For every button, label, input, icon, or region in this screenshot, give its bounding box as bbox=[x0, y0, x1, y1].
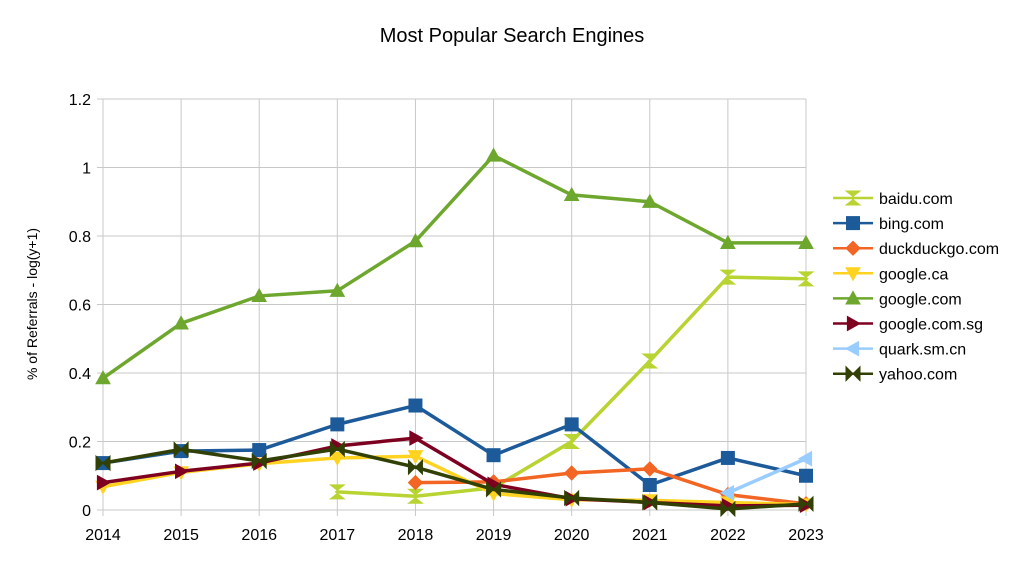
legend-label: google.com.sg bbox=[879, 317, 983, 334]
marker-diamond bbox=[563, 465, 580, 481]
marker-triangle-down bbox=[845, 267, 861, 282]
marker-triangle-down bbox=[407, 450, 424, 465]
marker-triangle-right bbox=[96, 474, 112, 491]
marker-triangle-up bbox=[563, 186, 580, 201]
marker-square bbox=[486, 448, 501, 463]
legend-label: quark.sm.cn bbox=[879, 342, 966, 359]
marker-triangle-up bbox=[329, 282, 346, 297]
legend-label: yahoo.com bbox=[879, 367, 957, 384]
legend-item: google.ca bbox=[833, 266, 948, 283]
y-tick-label: 0.2 bbox=[69, 435, 91, 452]
marker-diamond bbox=[407, 474, 424, 491]
marker-diamond bbox=[845, 240, 861, 256]
marker-hourglass bbox=[719, 269, 737, 285]
marker-hourglass bbox=[328, 484, 346, 500]
marker-hourglass bbox=[563, 434, 581, 449]
marker-bowtie bbox=[798, 495, 814, 513]
marker-triangle-up bbox=[407, 233, 424, 248]
y-axis-label: % of Referrals - log(y+1) bbox=[24, 228, 40, 380]
marker-diamond bbox=[642, 461, 658, 477]
x-tick-label: 2023 bbox=[788, 527, 824, 544]
marker-triangle-left bbox=[797, 450, 813, 467]
marker-square bbox=[799, 468, 813, 483]
marker-triangle-up bbox=[720, 234, 736, 249]
legend-item: google.com.sg bbox=[833, 315, 983, 334]
legend-item: yahoo.com bbox=[833, 365, 957, 384]
legend-item: baidu.com bbox=[833, 190, 953, 208]
y-tick-label: 0.4 bbox=[69, 366, 91, 383]
marker-triangle-up bbox=[798, 234, 814, 249]
marker-bowtie bbox=[486, 481, 502, 498]
x-tick-label: 2018 bbox=[398, 527, 434, 544]
legend-label: google.com bbox=[879, 291, 962, 308]
series-line bbox=[102, 403, 807, 487]
marker-triangle-up bbox=[251, 287, 268, 303]
marker-bowtie bbox=[642, 494, 658, 511]
marker-square bbox=[720, 450, 735, 465]
y-tick-label: 0.8 bbox=[69, 229, 91, 246]
marker-triangle-left bbox=[719, 485, 734, 501]
marker-triangle-right bbox=[846, 315, 862, 332]
y-tick-label: 0.6 bbox=[69, 298, 91, 315]
legend-item: bing.com bbox=[833, 216, 944, 233]
series-line bbox=[415, 467, 807, 506]
y-tick-label: 0 bbox=[82, 503, 91, 520]
legend-label: duckduckgo.com bbox=[879, 241, 999, 258]
marker-square bbox=[564, 417, 579, 432]
marker-square bbox=[642, 477, 657, 492]
legend-label: baidu.com bbox=[879, 191, 953, 208]
marker-bowtie bbox=[564, 489, 580, 507]
marker-bowtie bbox=[329, 440, 345, 458]
series-quark-sm-cn bbox=[719, 450, 813, 501]
legend-label: bing.com bbox=[879, 216, 944, 233]
marker-bowtie bbox=[173, 441, 189, 458]
series-line bbox=[727, 457, 807, 495]
marker-square bbox=[330, 417, 345, 432]
marker-bowtie bbox=[95, 454, 111, 472]
marker-hourglass bbox=[797, 271, 815, 287]
marker-bowtie bbox=[845, 365, 861, 382]
marker-hourglass bbox=[844, 190, 862, 206]
marker-hourglass bbox=[641, 353, 659, 369]
x-tick-label: 2020 bbox=[554, 527, 590, 544]
marker-triangle-up bbox=[173, 315, 189, 330]
legend-item: quark.sm.cn bbox=[833, 340, 966, 359]
x-tick-label: 2015 bbox=[163, 527, 199, 544]
marker-hourglass bbox=[406, 488, 424, 504]
series-yahoo-com bbox=[95, 440, 814, 518]
x-tick-label: 2014 bbox=[85, 527, 121, 544]
marker-triangle-left bbox=[844, 340, 860, 357]
marker-bowtie bbox=[407, 458, 423, 476]
x-tick-label: 2022 bbox=[710, 527, 746, 544]
marker-square bbox=[252, 443, 267, 458]
marker-triangle-up bbox=[95, 370, 111, 385]
x-tick-label: 2019 bbox=[476, 527, 512, 544]
y-tick-label: 1 bbox=[82, 161, 91, 178]
marker-triangle-right bbox=[409, 430, 424, 446]
marker-triangle-up bbox=[641, 193, 658, 208]
x-tick-label: 2016 bbox=[241, 527, 277, 544]
series-line bbox=[101, 153, 806, 380]
legend-item: google.com bbox=[833, 290, 962, 308]
x-tick-label: 2017 bbox=[320, 527, 356, 544]
marker-triangle-up bbox=[485, 147, 502, 162]
x-tick-label: 2021 bbox=[632, 527, 668, 544]
marker-square bbox=[408, 398, 423, 413]
legend-label: google.ca bbox=[879, 266, 948, 283]
marker-bowtie bbox=[720, 500, 736, 518]
chart-title: Most Popular Search Engines bbox=[380, 25, 645, 47]
marker-bowtie bbox=[251, 452, 267, 470]
marker-triangle-down bbox=[329, 451, 346, 466]
series-line bbox=[102, 436, 807, 508]
series-line bbox=[102, 454, 807, 507]
marker-triangle-up bbox=[845, 290, 861, 305]
marker-square bbox=[846, 216, 860, 231]
series-line bbox=[102, 447, 807, 511]
y-tick-label: 1.2 bbox=[69, 92, 91, 109]
series-google-com bbox=[95, 147, 814, 385]
marker-triangle-right bbox=[175, 463, 190, 480]
legend-item: duckduckgo.com bbox=[833, 240, 999, 258]
